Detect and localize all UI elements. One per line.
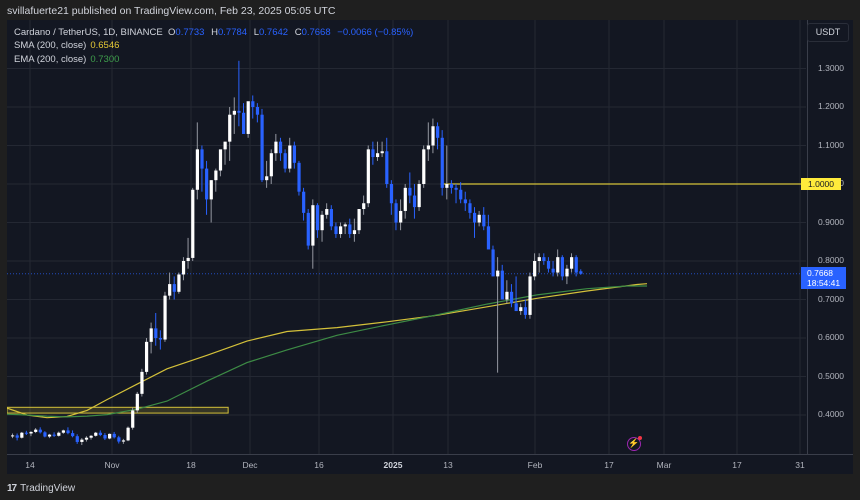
notification-dot <box>638 436 642 440</box>
publisher-line: svillafuerte21 published on TradingView.… <box>7 5 336 17</box>
footer-branding: 17 TradingView <box>7 481 75 495</box>
sma-legend-row[interactable]: SMA (200, close) 0.6546 <box>14 39 417 52</box>
brand-name: TradingView <box>20 482 76 494</box>
price-tick-label: 0.4000 <box>818 409 844 419</box>
right-edge <box>853 20 860 474</box>
symbol-title[interactable]: Cardano / TetherUS, 1D, BINANCE <box>14 27 163 38</box>
time-tick-label: 13 <box>443 460 453 470</box>
last-price-value: 0.7668 <box>807 268 833 278</box>
price-tick-label: 1.1000 <box>818 139 844 150</box>
time-tick-label: 16 <box>314 460 324 470</box>
price-tick-label: 1.3000 <box>818 62 844 73</box>
symbol-row: Cardano / TetherUS, 1D, BINANCE O0.7733 … <box>14 26 417 39</box>
chart-frame: 1.3000 1.2000 1.1000 1.0000 0.9000 0.8000 0.70… <box>7 20 853 474</box>
sma-label: SMA (200, close) <box>14 40 87 52</box>
time-tick-label: 31 <box>795 460 805 470</box>
lightning-icon[interactable]: ⚡ <box>627 436 642 451</box>
ema-label: EMA (200, close) <box>14 53 87 65</box>
time-tick-label: 2025 <box>383 460 403 470</box>
time-tick-label: Nov <box>104 460 120 470</box>
time-tick-label: 17 <box>732 460 742 470</box>
chart-legend: Cardano / TetherUS, 1D, BINANCE O0.7733 … <box>14 26 417 66</box>
candlestick-chart[interactable] <box>7 20 806 454</box>
resistance-price-tag: 1.0000 <box>801 178 841 190</box>
sma-value: 0.6546 <box>90 40 120 52</box>
time-tick-label: 17 <box>604 460 614 470</box>
time-tick-label: 14 <box>25 460 35 470</box>
price-tick-label: 1.2000 <box>818 101 844 111</box>
time-tick-label: Mar <box>656 460 672 470</box>
high-key: H <box>211 27 218 38</box>
change-value: −0.0066 (−0.85%) <box>337 27 414 38</box>
price-tick-label: 0.8000 <box>818 255 844 265</box>
ema-value: 0.7300 <box>90 53 120 65</box>
ema-legend-row[interactable]: EMA (200, close) 0.7300 <box>14 53 417 66</box>
low-key: L <box>253 27 259 38</box>
open-key: O <box>168 27 176 38</box>
high-value: 0.7784 <box>217 27 248 38</box>
publish-header: svillafuerte21 published on TradingView.… <box>0 0 860 20</box>
time-tick-label: Dec <box>242 460 258 470</box>
low-value: 0.7642 <box>258 27 289 38</box>
close-value: 0.7668 <box>301 27 331 38</box>
time-tick-label: 18 <box>186 460 196 470</box>
open-value: 0.7733 <box>175 27 205 38</box>
bar-countdown: 18:54:41 <box>807 278 841 288</box>
price-tick-label: 0.6000 <box>818 332 844 342</box>
last-price-tag: 0.7668 18:54:41 <box>801 267 846 289</box>
tradingview-logo-icon: 17 <box>7 482 17 494</box>
price-tick-label: 0.5000 <box>818 370 844 381</box>
price-chart-plot[interactable] <box>7 20 806 454</box>
price-tick-label: 0.7000 <box>818 293 844 304</box>
time-tick-label: Feb <box>527 460 543 470</box>
price-scale[interactable]: 1.30001.20001.10001.00000.90000.80000.70… <box>807 20 854 454</box>
close-key: C <box>294 27 302 38</box>
price-tick-label: 0.9000 <box>818 216 844 227</box>
currency-button[interactable]: USDT <box>807 23 849 42</box>
time-axis[interactable]: 14 Nov 18 Dec 16 2025 13 Feb 17 Mar 17 31 <box>7 454 853 475</box>
